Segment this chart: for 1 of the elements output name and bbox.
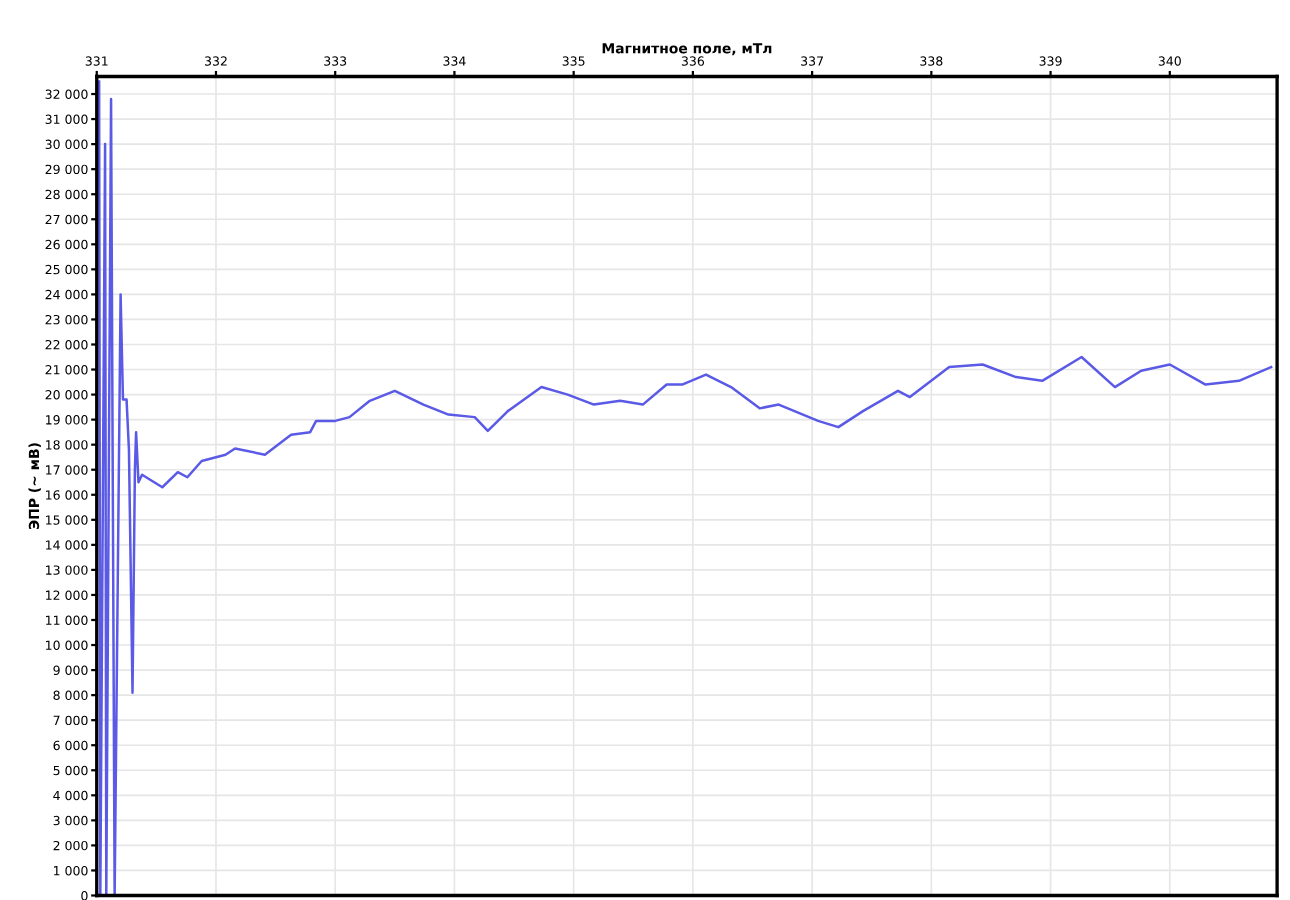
- line-series: [97, 80, 1273, 896]
